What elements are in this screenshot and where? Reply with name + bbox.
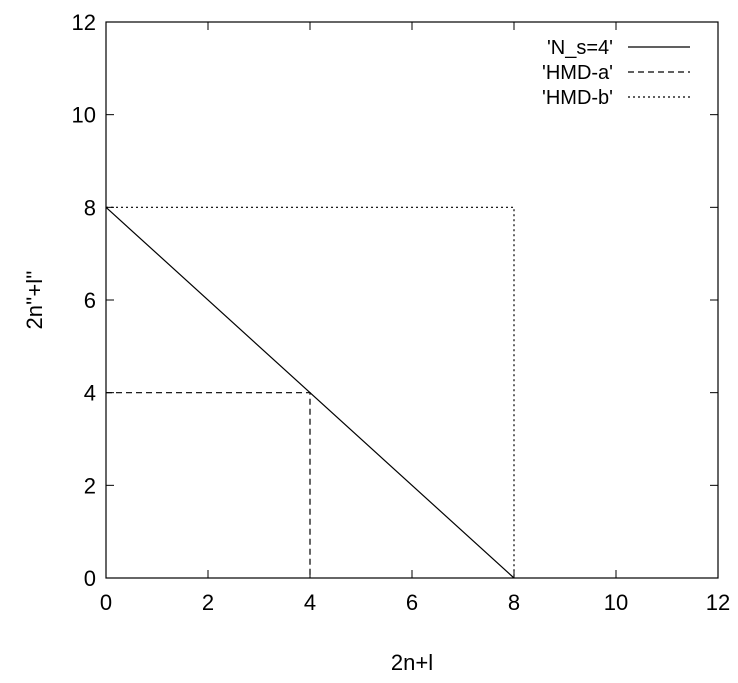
series-lines — [105, 206, 515, 579]
y-tick-label: 10 — [72, 103, 96, 128]
legend-label: 'HMD-a' — [542, 62, 613, 84]
x-tick-label: 2 — [202, 590, 214, 615]
y-tick-label: 0 — [84, 566, 96, 591]
y-tick-label: 4 — [84, 381, 96, 406]
x-tick-label: 12 — [706, 590, 730, 615]
x-tick-label: 10 — [604, 590, 628, 615]
y-tick-label: 2 — [84, 473, 96, 498]
series-line-2 — [106, 392, 311, 578]
y-tick-label: 12 — [72, 10, 96, 35]
x-tick-labels: 0 2 4 6 8 10 12 — [100, 590, 730, 615]
series-line-3 — [106, 206, 515, 578]
x-tick-label: 0 — [100, 590, 112, 615]
x-tick-label: 4 — [304, 590, 316, 615]
legend-label: 'N_s=4' — [547, 37, 613, 59]
y-axis-label: 2n''+l'' — [22, 270, 47, 329]
x-tick-label: 8 — [508, 590, 520, 615]
legend: 'N_s=4' 'HMD-a' 'HMD-b' — [542, 37, 690, 109]
y-tick-labels: 0 2 4 6 8 10 12 — [72, 10, 96, 591]
legend-label: 'HMD-b' — [542, 87, 613, 109]
plot-frame — [105, 21, 719, 579]
y-tick-label: 6 — [84, 288, 96, 313]
y-tick-label: 8 — [84, 195, 96, 220]
axis-ticks — [105, 21, 719, 579]
x-tick-label: 6 — [406, 590, 418, 615]
x-axis-label: 2n+l — [391, 650, 433, 675]
